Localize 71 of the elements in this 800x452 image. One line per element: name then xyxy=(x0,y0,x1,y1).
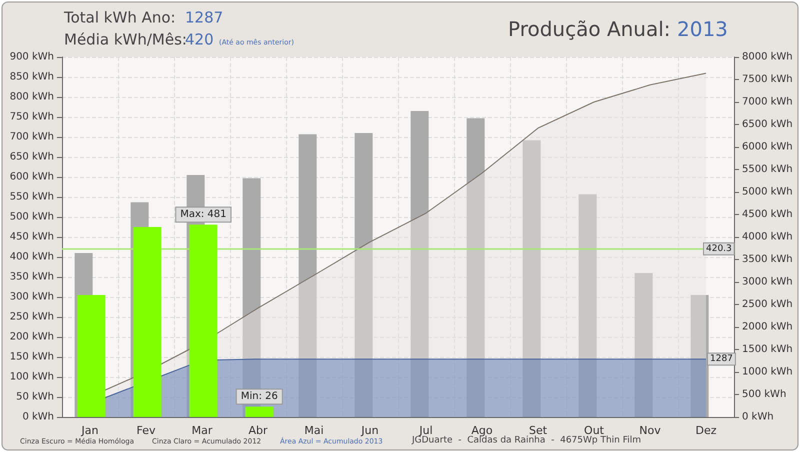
y-tick-label: 0 kWh xyxy=(22,412,54,422)
y-tick-label: 700 kWh xyxy=(10,132,54,142)
y2-tick-label: 1000 kWh xyxy=(742,366,793,378)
y2-tick-label: 5500 kWh xyxy=(742,164,793,175)
chart-title: Produção Anual: xyxy=(508,17,671,41)
y2-tick-label: 4500 kWh xyxy=(742,209,793,220)
x-tick-label: Fev xyxy=(136,424,156,437)
x-tick-label: Mar xyxy=(192,424,213,437)
y-tick-label: 400 kWh xyxy=(10,252,54,262)
x-tick-label: Nov xyxy=(639,424,662,437)
bar xyxy=(245,406,274,417)
x-tick-label: Out xyxy=(584,424,605,437)
y2-tick-label: 2000 kWh xyxy=(742,322,793,332)
y2-tick-label: 500 kWh xyxy=(742,389,786,400)
y2-tick-label: 7500 kWh xyxy=(742,74,793,85)
data-label: Max: 481 xyxy=(180,209,227,220)
y-tick-label: 50 kWh xyxy=(16,392,54,402)
bar xyxy=(690,295,709,417)
bar xyxy=(578,194,597,417)
x-tick-label: Jul xyxy=(418,424,433,437)
bar xyxy=(634,273,653,417)
bar xyxy=(522,140,541,417)
bar xyxy=(77,295,106,417)
y-tick-label: 900 kWh xyxy=(10,52,54,62)
x-tick-label: Abr xyxy=(248,424,268,437)
chart-subtitle: 2013 xyxy=(677,17,728,41)
ref-line-label: 420.3 xyxy=(706,244,732,254)
y2-tick-label: 3500 kWh xyxy=(742,254,793,265)
y-tick-label: 800 kWh xyxy=(10,92,54,102)
y-tick-label: 850 kWh xyxy=(10,72,54,82)
y-tick-label: 450 kWh xyxy=(10,232,54,242)
y2-tick-label: 6500 kWh xyxy=(742,119,793,130)
y2-tick-label: 1500 kWh xyxy=(742,344,793,355)
y-tick-label: 550 kWh xyxy=(10,192,54,202)
y2-tick-label: 0 kWh xyxy=(742,412,774,422)
y2-tick-label: 5000 kWh xyxy=(742,186,793,198)
x-tick-label: Ago xyxy=(471,424,493,437)
data-label: 1287 xyxy=(710,354,733,364)
y-tick-label: 500 kWh xyxy=(10,212,54,222)
y2-tick-label: 6000 kWh xyxy=(742,142,793,152)
y-tick-label: 600 kWh xyxy=(10,172,54,182)
text: Média kWh/Mês: xyxy=(64,30,187,48)
x-tick-label: Jan xyxy=(80,424,98,437)
text: Total kWh Ano: xyxy=(63,8,176,26)
y-tick-label: 150 kWh xyxy=(10,352,54,362)
bar xyxy=(133,227,162,417)
y2-tick-label: 7000 kWh xyxy=(742,96,793,108)
y-tick-label: 350 kWh xyxy=(10,272,54,282)
y-tick-label: 650 kWh xyxy=(10,152,54,162)
y-tick-label: 250 kWh xyxy=(10,312,54,322)
bar xyxy=(298,134,317,417)
data-label: Min: 26 xyxy=(240,391,278,402)
y2-tick-label: 8000 kWh xyxy=(742,52,793,62)
x-tick-label: Jun xyxy=(360,424,379,437)
text: 1287 xyxy=(185,8,224,26)
y-tick-label: 100 kWh xyxy=(10,372,54,382)
x-tick-label: Dez xyxy=(695,424,717,437)
x-tick-label: Set xyxy=(528,424,548,437)
bar xyxy=(466,118,485,417)
y-tick-label: 200 kWh xyxy=(10,332,54,342)
text: JGDuarte - Caldas da Rainha - 4675Wp Thin Film xyxy=(411,436,642,446)
y2-tick-label: 4000 kWh xyxy=(742,232,793,242)
x-tick-label: Mai xyxy=(304,424,324,437)
bar xyxy=(354,133,373,417)
text: 420 xyxy=(185,30,214,48)
y2-tick-label: 2500 kWh xyxy=(742,299,793,310)
bar xyxy=(189,224,218,417)
bar xyxy=(410,111,429,417)
y-tick-label: 300 kWh xyxy=(10,292,54,302)
y-tick-label: 750 kWh xyxy=(10,112,54,122)
y2-tick-label: 3000 kWh xyxy=(742,276,793,288)
